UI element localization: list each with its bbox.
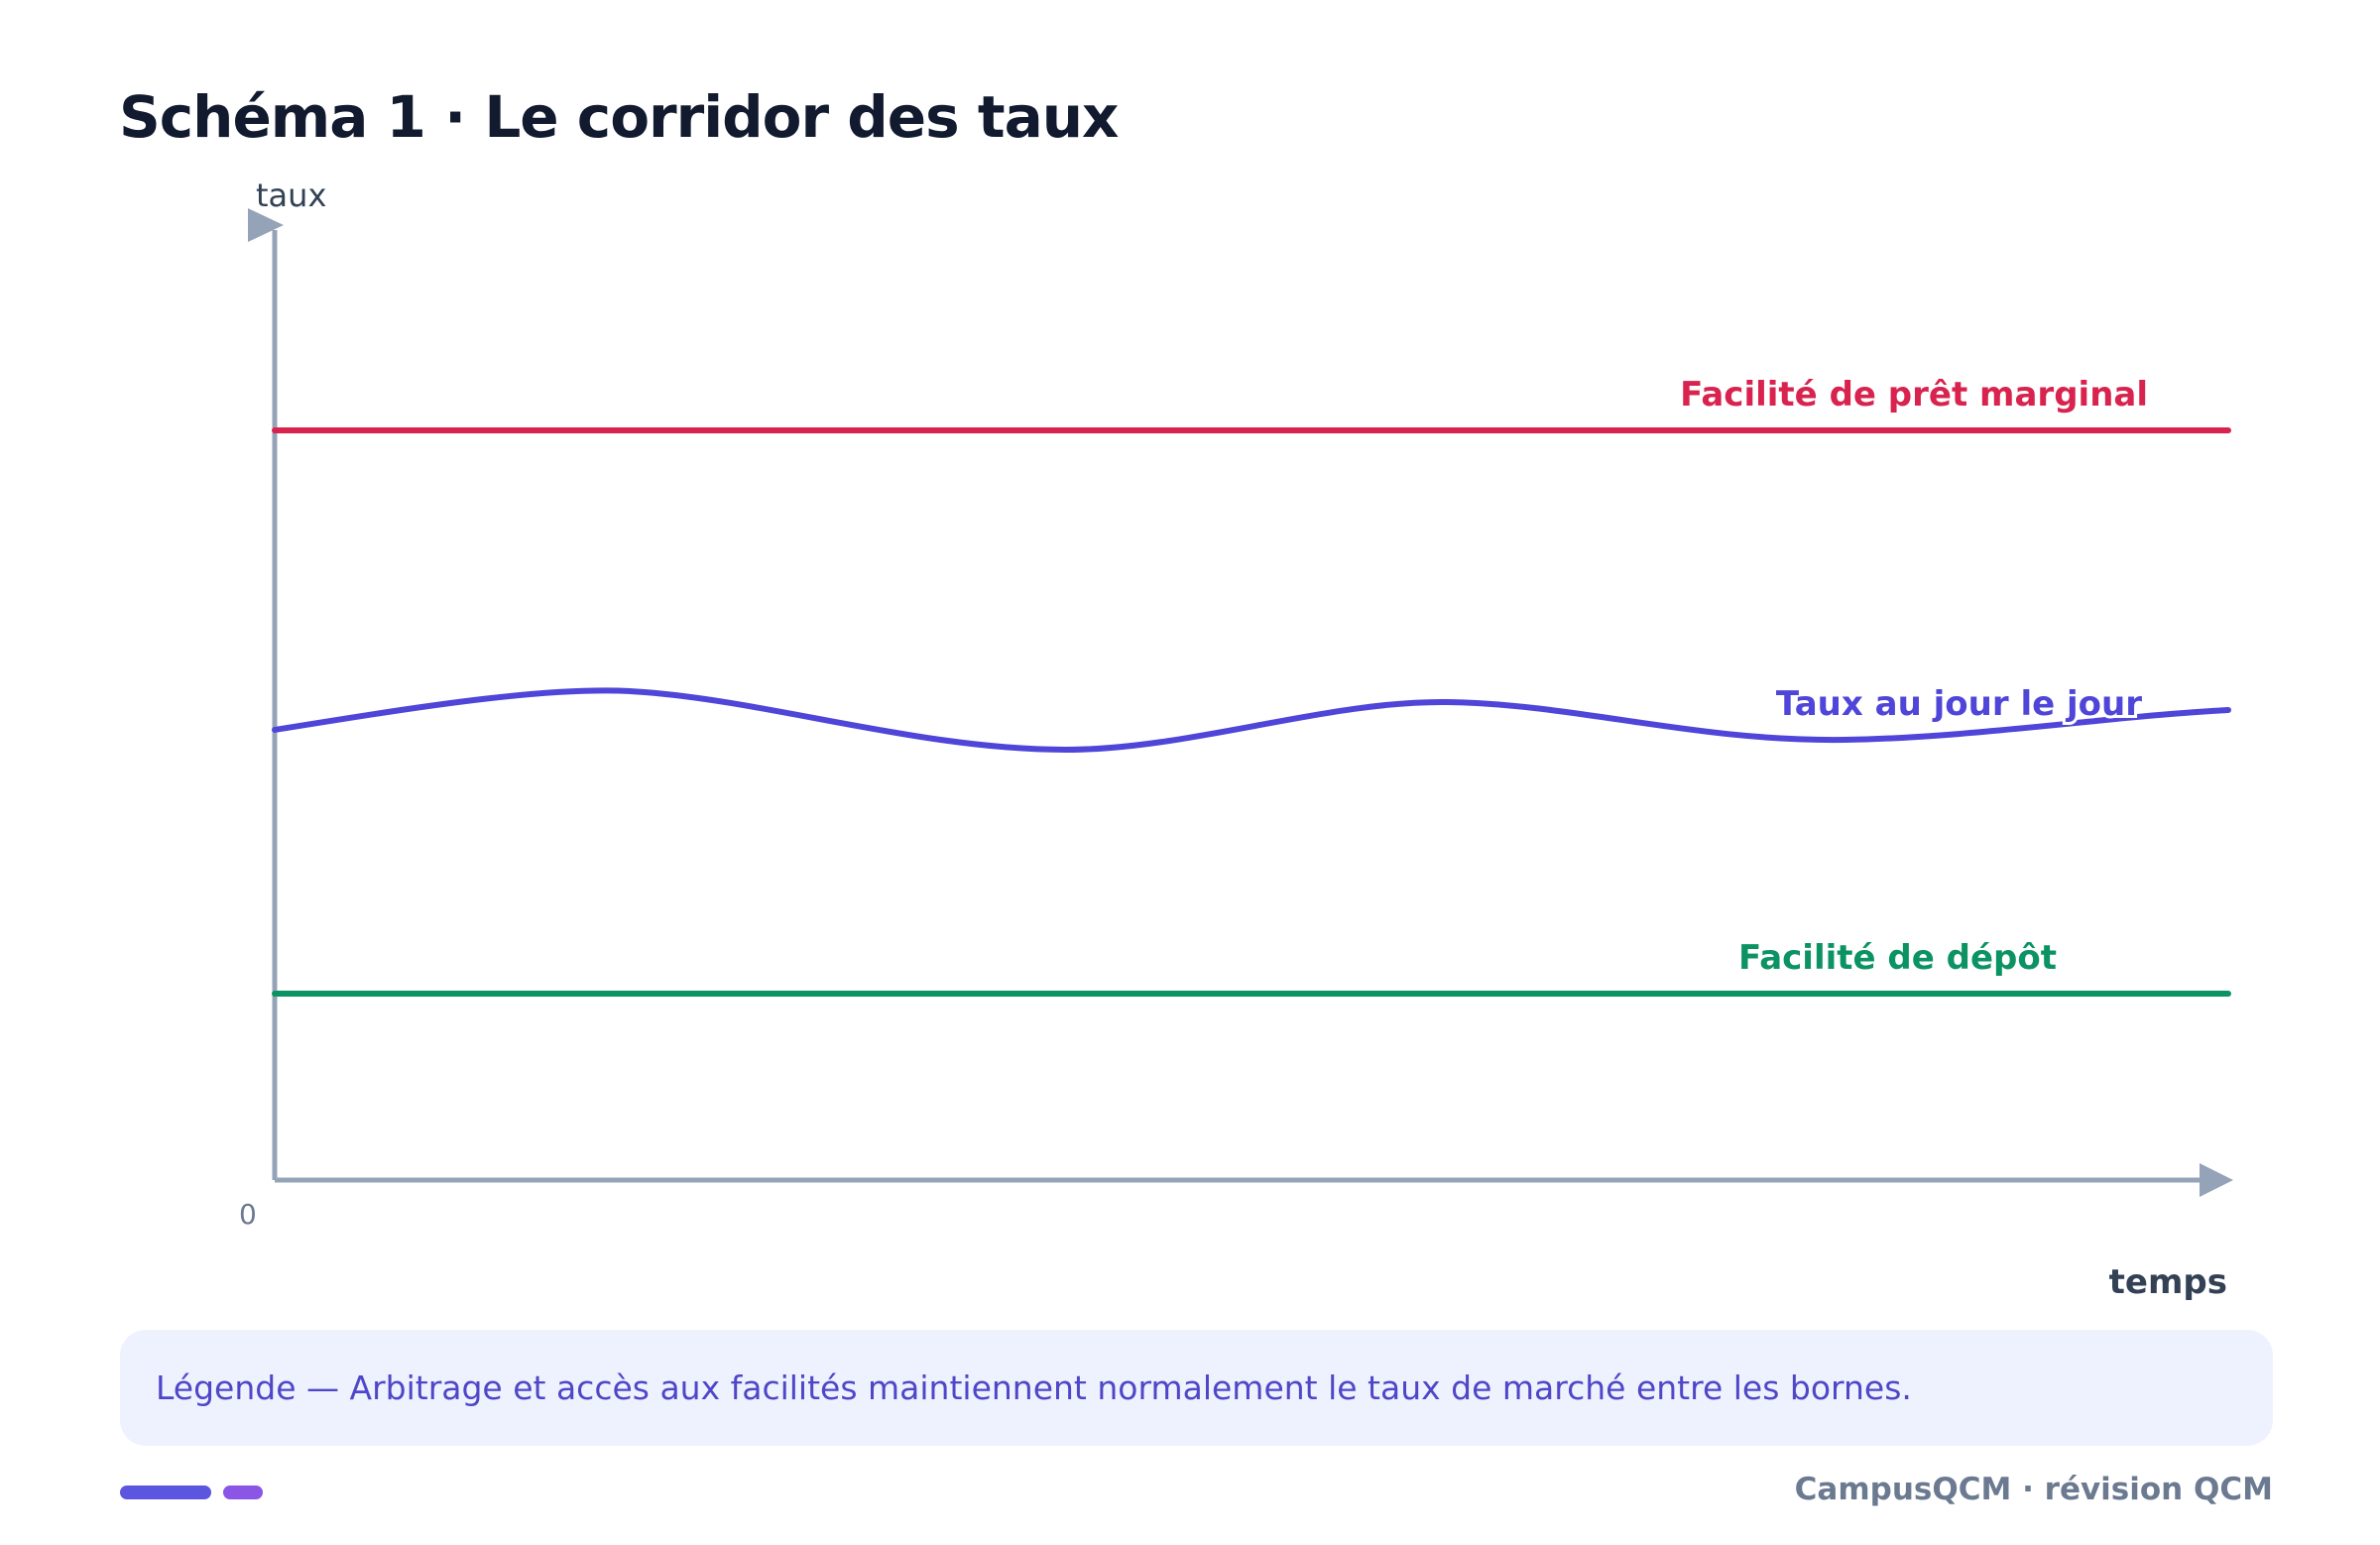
x-axis: [275, 1163, 2233, 1197]
origin-label: 0: [239, 1198, 257, 1231]
x-axis-label: temps: [2109, 1262, 2227, 1302]
deposit-facility-label: Facilité de dépôt: [1738, 938, 2057, 978]
legend-box: Légende — Arbitrage et accès aux facilit…: [120, 1330, 2273, 1446]
footer-brand: CampusQCM · révision QCM: [1794, 1472, 2273, 1507]
page-title: Schéma 1 · Le corridor des taux: [119, 83, 1119, 151]
y-axis-label: taux: [256, 177, 326, 214]
legend-text: Légende — Arbitrage et accès aux facilit…: [156, 1368, 1912, 1407]
marginal-lending-label: Facilité de prêt marginal: [1680, 375, 2148, 415]
progress-pill-secondary: [223, 1486, 263, 1499]
corridor-diagram: taux 0 temps Facilité de prêt marginal T…: [239, 177, 2233, 1302]
x-axis-arrow-icon: [2200, 1163, 2233, 1197]
overnight-rate-label: Taux au jour le jour: [1776, 684, 2142, 724]
y-axis: [248, 208, 284, 1180]
progress-pill-primary: [120, 1486, 211, 1499]
overnight-rate-curve: [272, 687, 2231, 754]
y-axis-arrow-icon: [248, 208, 284, 242]
